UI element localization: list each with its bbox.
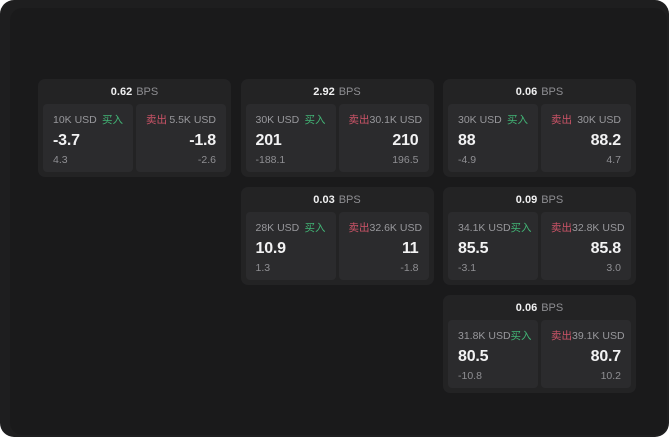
quote-column-2: 2.92 BPS 30K USD 买入 201 -188.1 卖出: [240, 79, 434, 393]
sell-price: 88.2: [590, 131, 622, 149]
buy-change: -188.1: [255, 153, 286, 166]
sell-change: -1.8: [400, 261, 419, 274]
bps-value: 0.09: [515, 193, 538, 206]
sell-side-label: 卖出: [348, 114, 370, 126]
buy-price: 85.5: [458, 239, 489, 257]
bps-header: 0.06 BPS: [443, 79, 636, 104]
buy-side-label: 买入: [510, 222, 532, 234]
quote-card-1: 0.62 BPS 10K USD 买入 -3.7 4.3 卖出: [38, 79, 231, 177]
buy-amount: 34.1K USD: [458, 221, 511, 234]
buy-change: 1.3: [255, 261, 271, 274]
buy-change: -10.8: [458, 369, 482, 382]
quote-card-4: 0.03 BPS 28K USD 买入 10.9 1.3 卖出: [240, 187, 434, 285]
bps-unit-label: BPS: [541, 85, 564, 98]
buy-panel[interactable]: 30K USD 买入 88 -4.9: [448, 104, 538, 172]
bps-value: 2.92: [313, 85, 335, 98]
buy-price: 80.5: [458, 347, 489, 365]
bps-header: 0.03 BPS: [241, 187, 434, 212]
buy-panel[interactable]: 10K USD 买入 -3.7 4.3: [43, 104, 133, 172]
sell-price: -1.8: [189, 131, 216, 149]
quote-card-2: 2.92 BPS 30K USD 买入 201 -188.1 卖出: [240, 79, 434, 177]
buy-amount: 10K USD: [53, 113, 97, 126]
quote-column-1: 0.62 BPS 10K USD 买入 -3.7 4.3 卖出: [38, 79, 231, 393]
sell-side-label: 卖出: [146, 114, 167, 126]
quote-card-6: 0.06 BPS 31.8K USD 买入 80.5 -10.8 卖: [443, 295, 636, 393]
buy-amount: 30K USD: [255, 113, 300, 126]
sell-panel[interactable]: 卖出 32.6K USD 11 -1.8: [338, 212, 429, 280]
buy-sell-panels: 30K USD 买入 201 -188.1 卖出 30.1K USD 210 1…: [241, 104, 434, 177]
sell-panel[interactable]: 卖出 30.1K USD 210 196.5: [338, 104, 429, 172]
quote-card-3: 0.06 BPS 30K USD 买入 88 -4.9 卖出: [443, 79, 636, 177]
buy-sell-panels: 30K USD 买入 88 -4.9 卖出 30K USD 88.2 4.7: [443, 104, 636, 177]
sell-side-label: 卖出: [551, 114, 572, 126]
sell-price: 210: [392, 131, 419, 149]
buy-price: 88: [458, 131, 476, 149]
sell-panel[interactable]: 卖出 39.1K USD 80.7 10.2: [541, 320, 631, 388]
buy-amount: 28K USD: [255, 221, 300, 234]
quote-grid: 0.62 BPS 10K USD 买入 -3.7 4.3 卖出: [38, 79, 636, 393]
buy-change: -4.9: [458, 153, 477, 166]
quote-column-3: 0.06 BPS 30K USD 买入 88 -4.9 卖出: [443, 79, 636, 393]
bps-value: 0.03: [313, 193, 335, 206]
bps-value: 0.06: [515, 85, 538, 98]
sell-panel[interactable]: 卖出 32.8K USD 85.8 3.0: [541, 212, 631, 280]
sell-amount: 5.5K USD: [169, 113, 216, 126]
sell-panel[interactable]: 卖出 30K USD 88.2 4.7: [541, 104, 631, 172]
buy-side-label: 买入: [304, 114, 326, 126]
buy-side-label: 买入: [507, 114, 528, 126]
bps-unit-label: BPS: [541, 301, 564, 314]
buy-sell-panels: 28K USD 买入 10.9 1.3 卖出 32.6K USD 11 -1.8: [241, 212, 434, 285]
bps-header: 0.62 BPS: [38, 79, 231, 104]
sell-amount: 32.6K USD: [369, 221, 423, 234]
sell-side-label: 卖出: [551, 222, 572, 234]
sell-price: 80.7: [590, 347, 622, 365]
sell-change: 196.5: [392, 153, 419, 166]
buy-panel[interactable]: 30K USD 买入 201 -188.1: [245, 104, 336, 172]
sell-side-label: 卖出: [348, 222, 370, 234]
sell-change: 4.7: [606, 153, 621, 166]
buy-price: 201: [255, 131, 282, 149]
bps-header: 0.09 BPS: [443, 187, 636, 212]
sell-change: 10.2: [600, 369, 621, 382]
buy-change: -3.1: [458, 261, 477, 274]
bps-unit-label: BPS: [136, 85, 159, 98]
buy-change: 4.3: [53, 153, 68, 166]
sell-amount: 30K USD: [577, 113, 621, 126]
sell-price: 85.8: [590, 239, 622, 257]
buy-amount: 30K USD: [458, 113, 502, 126]
buy-sell-panels: 34.1K USD 买入 85.5 -3.1 卖出 32.8K USD 85.8…: [443, 212, 636, 285]
buy-sell-panels: 10K USD 买入 -3.7 4.3 卖出 5.5K USD -1.8 -2.…: [38, 104, 231, 177]
sell-side-label: 卖出: [551, 330, 572, 342]
buy-price: -3.7: [53, 131, 80, 149]
bps-header: 0.06 BPS: [443, 295, 636, 320]
buy-panel[interactable]: 31.8K USD 买入 80.5 -10.8: [448, 320, 538, 388]
buy-amount: 31.8K USD: [458, 329, 511, 342]
buy-price: 10.9: [255, 239, 287, 257]
sell-amount: 32.8K USD: [572, 221, 625, 234]
bps-header: 2.92 BPS: [241, 79, 434, 104]
quote-card-5: 0.09 BPS 34.1K USD 买入 85.5 -3.1 卖出: [443, 187, 636, 285]
sell-change: 3.0: [606, 261, 621, 274]
sell-price: 11: [401, 239, 419, 257]
bps-unit-label: BPS: [541, 193, 564, 206]
bps-value: 0.06: [515, 301, 538, 314]
buy-panel[interactable]: 34.1K USD 买入 85.5 -3.1: [448, 212, 538, 280]
bps-unit-label: BPS: [338, 193, 361, 206]
sell-change: -2.6: [197, 153, 216, 166]
buy-side-label: 买入: [102, 114, 123, 126]
bps-unit-label: BPS: [338, 85, 361, 98]
sell-amount: 39.1K USD: [572, 329, 625, 342]
buy-panel[interactable]: 28K USD 买入 10.9 1.3: [245, 212, 336, 280]
buy-sell-panels: 31.8K USD 买入 80.5 -10.8 卖出 39.1K USD 80.…: [443, 320, 636, 393]
buy-side-label: 买入: [510, 330, 532, 342]
sell-panel[interactable]: 卖出 5.5K USD -1.8 -2.6: [136, 104, 226, 172]
bps-value: 0.62: [110, 85, 133, 98]
buy-side-label: 买入: [304, 222, 326, 234]
sell-amount: 30.1K USD: [369, 113, 423, 126]
